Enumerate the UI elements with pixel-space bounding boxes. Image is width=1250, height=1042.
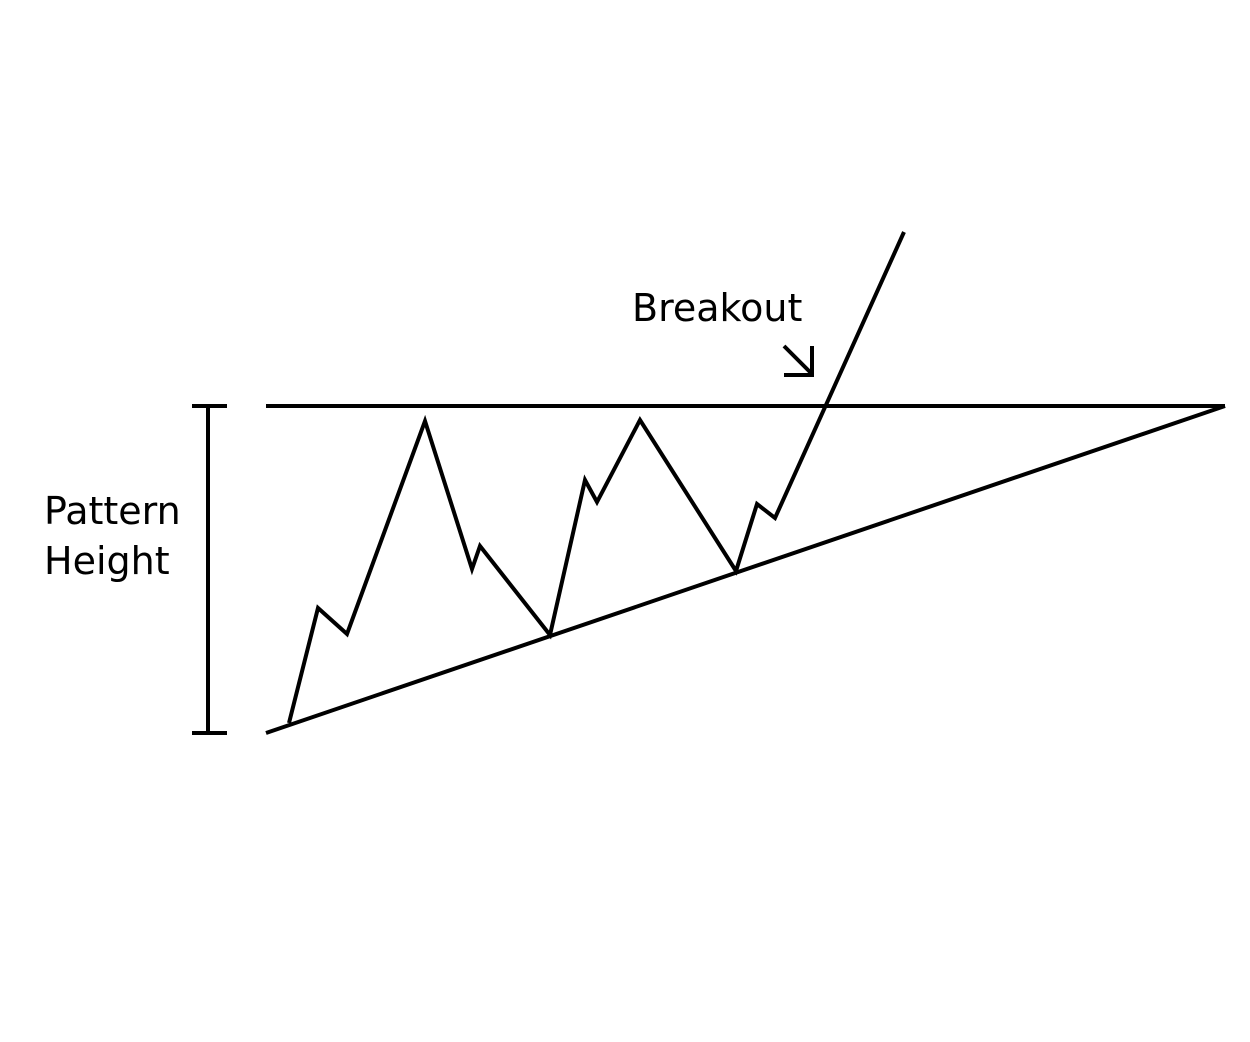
pattern-height-label-line1: Pattern — [44, 489, 181, 533]
arrow-shaft — [782, 344, 814, 376]
pattern-height-label-line2: Height — [44, 539, 170, 583]
support-trendline — [265, 404, 1226, 735]
arrow-down-right-icon — [782, 344, 814, 377]
pattern-height-bracket — [192, 404, 227, 735]
arrow-head — [784, 346, 814, 377]
pattern-height-label: Pattern Height — [44, 486, 181, 586]
price-path — [287, 231, 906, 724]
breakout-label: Breakout — [632, 286, 803, 330]
